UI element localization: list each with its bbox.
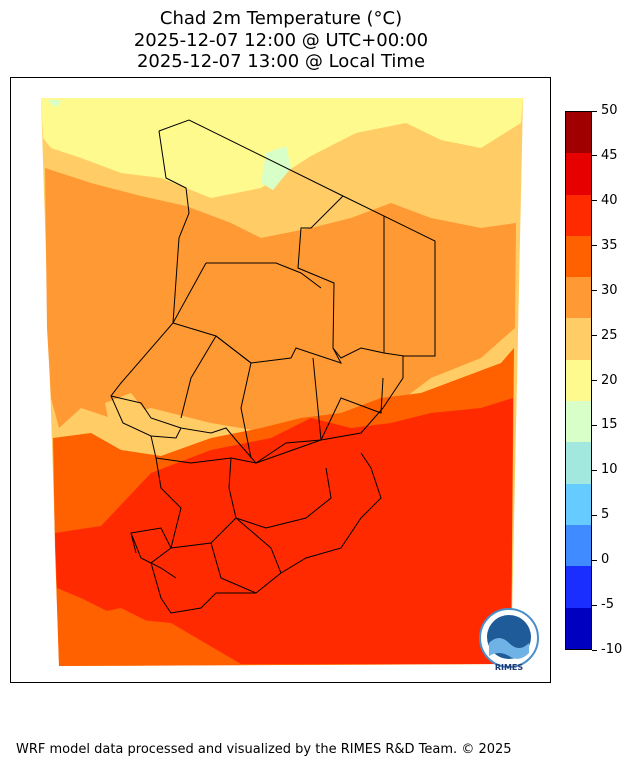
colorbar-segment	[566, 194, 591, 236]
title-line-1: Chad 2m Temperature (°C)	[159, 8, 403, 29]
colorbar-segment	[566, 401, 591, 443]
colorbar-tick	[592, 110, 597, 112]
title-line-3: 2025-12-07 13:00 @ Local Time	[136, 51, 426, 72]
colorbar-tick-label: 45	[601, 147, 618, 163]
colorbar-segment	[566, 442, 591, 484]
rimes-logo: RIMES	[479, 608, 539, 672]
colorbar-segment	[566, 524, 591, 567]
colorbar-segment	[566, 235, 591, 278]
colorbar-tick	[592, 155, 597, 157]
logo-text: RIMES	[495, 663, 524, 672]
colorbar-tick	[592, 649, 597, 651]
colorbar-segment	[566, 112, 591, 154]
colorbar-tick-label: 50	[601, 103, 618, 118]
colorbar-tick	[592, 335, 597, 337]
colorbar-tick-label: 15	[601, 417, 618, 433]
colorbar-segment	[566, 483, 591, 525]
colorbar-tick	[592, 424, 597, 426]
colorbar-tick	[592, 514, 597, 516]
colorbar-tick-label: 5	[601, 507, 610, 523]
colorbar-tick-label: 20	[601, 372, 618, 388]
map-panel: RIMES	[10, 77, 551, 683]
map-title: Chad 2m Temperature (°C) 2025-12-07 12:0…	[0, 8, 562, 73]
temperature-map: RIMES	[41, 98, 539, 672]
colorbar-tick-label: 40	[601, 192, 618, 208]
title-line-2: 2025-12-07 12:00 @ UTC+00:00	[133, 29, 429, 51]
colorbar-segment	[566, 359, 591, 402]
temperature-band-20-25-west	[105, 393, 161, 450]
colorbar-tick	[592, 559, 597, 561]
colorbar-tick	[592, 604, 597, 606]
country-borders	[110, 119, 436, 614]
temperature-band-35-40	[55, 398, 513, 664]
colorbar	[565, 111, 592, 650]
colorbar-tick	[592, 245, 597, 247]
colorbar-segment	[566, 318, 591, 360]
colorbar-segment	[566, 566, 591, 608]
colorbar-tick-label: -10	[601, 642, 623, 657]
colorbar-tick-label: 35	[601, 237, 618, 253]
temperature-band-30-35-south	[71, 608, 151, 658]
colorbar-tick	[592, 290, 597, 292]
temperature-band-25-30	[45, 168, 516, 433]
colorbar-segment	[566, 277, 591, 319]
colorbar-tick-label: 0	[601, 552, 610, 568]
colorbar-segment	[566, 153, 591, 195]
temperature-band-10-15-b	[47, 100, 61, 108]
colorbar-tick-label: 25	[601, 327, 618, 343]
colorbar-tick	[592, 469, 597, 471]
credit-text: WRF model data processed and visualized …	[16, 742, 512, 757]
colorbar-tick-label: 10	[601, 462, 618, 478]
colorbar-tick	[592, 380, 597, 381]
colorbar-tick-label: 30	[601, 282, 618, 298]
temperature-band-10-15	[261, 146, 291, 190]
colorbar-tick	[592, 200, 597, 202]
colorbar-tick-label: -5	[601, 597, 614, 613]
colorbar-segment	[566, 607, 591, 649]
